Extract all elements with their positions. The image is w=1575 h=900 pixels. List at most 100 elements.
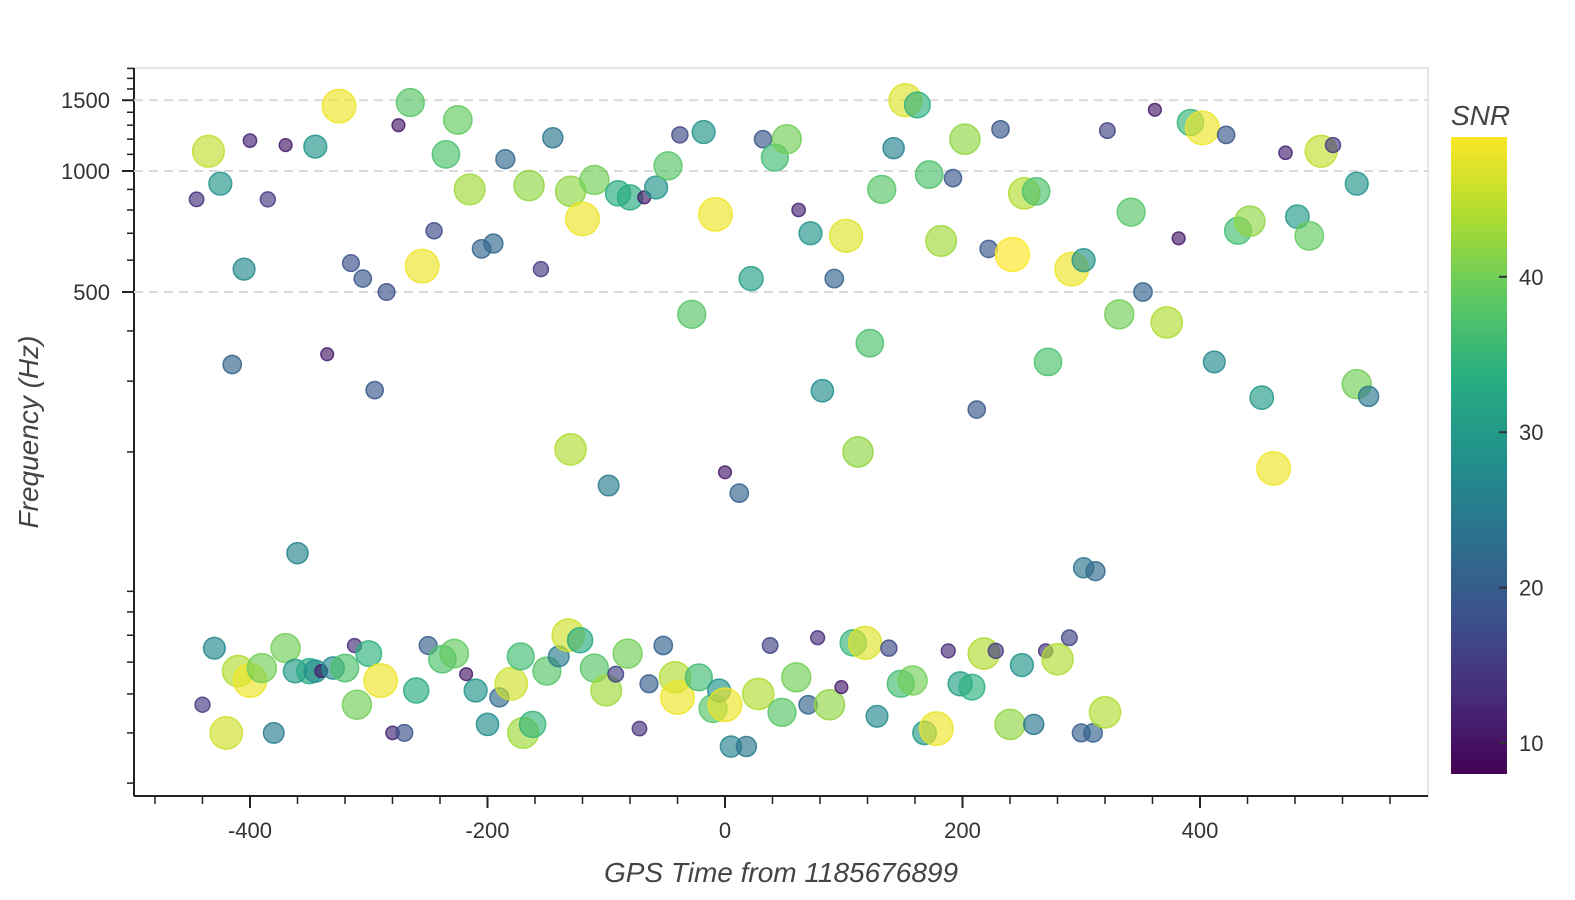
data-point bbox=[590, 674, 623, 707]
data-point bbox=[597, 474, 620, 497]
data-point bbox=[967, 400, 987, 419]
data-point bbox=[330, 653, 360, 683]
data-point bbox=[691, 119, 716, 145]
data-point bbox=[565, 201, 600, 237]
data-point bbox=[834, 680, 849, 695]
colorbar-tick-label: 40 bbox=[1519, 265, 1543, 290]
data-point bbox=[232, 257, 256, 281]
data-point bbox=[1171, 231, 1186, 246]
data-point bbox=[518, 710, 547, 739]
data-point bbox=[707, 687, 743, 723]
colorbar-ticks: 10 20 30 40 bbox=[1499, 265, 1543, 756]
data-point bbox=[188, 191, 205, 208]
data-point bbox=[918, 711, 954, 747]
data-point bbox=[191, 134, 226, 168]
data-points bbox=[188, 83, 1380, 758]
data-point bbox=[353, 269, 373, 288]
data-point bbox=[475, 712, 500, 737]
data-point bbox=[494, 666, 529, 701]
data-point bbox=[532, 260, 550, 278]
data-point bbox=[882, 136, 905, 160]
data-point bbox=[824, 268, 845, 289]
data-point bbox=[1023, 713, 1045, 736]
data-point bbox=[1021, 176, 1051, 206]
data-point bbox=[1060, 629, 1078, 647]
data-point bbox=[341, 689, 373, 720]
data-point bbox=[404, 248, 440, 284]
data-point bbox=[542, 126, 564, 149]
data-point bbox=[781, 662, 812, 693]
data-point bbox=[262, 721, 285, 744]
data-point bbox=[771, 123, 802, 155]
data-point bbox=[1133, 282, 1153, 302]
data-point bbox=[717, 465, 733, 480]
data-point bbox=[643, 175, 669, 200]
data-point bbox=[1278, 145, 1293, 161]
data-point bbox=[809, 630, 826, 646]
data-point bbox=[1088, 695, 1122, 729]
data-point bbox=[320, 347, 335, 362]
data-point bbox=[1150, 306, 1184, 339]
data-point bbox=[867, 174, 897, 205]
x-tick-label: -400 bbox=[228, 818, 272, 843]
data-point bbox=[321, 88, 357, 124]
data-point bbox=[506, 642, 535, 671]
data-point bbox=[1009, 652, 1035, 678]
data-point bbox=[194, 696, 211, 713]
data-point bbox=[897, 665, 928, 696]
data-point bbox=[278, 137, 293, 153]
plot-frame bbox=[133, 67, 1429, 797]
data-point bbox=[483, 233, 504, 254]
data-point bbox=[1033, 347, 1063, 377]
data-point bbox=[513, 169, 545, 202]
data-point bbox=[865, 704, 889, 728]
data-point bbox=[940, 643, 956, 659]
data-point bbox=[1294, 220, 1325, 251]
data-point bbox=[1147, 102, 1162, 117]
data-point bbox=[684, 663, 713, 692]
data-point bbox=[395, 723, 414, 742]
data-point bbox=[1085, 561, 1106, 582]
data-point bbox=[1202, 350, 1226, 374]
data-point bbox=[671, 126, 689, 144]
data-point bbox=[653, 151, 683, 181]
y-tick-label: 1500 bbox=[61, 88, 110, 113]
data-point bbox=[391, 118, 406, 133]
data-point bbox=[554, 433, 587, 466]
data-point bbox=[402, 677, 430, 704]
data-point bbox=[1098, 122, 1116, 140]
data-point bbox=[425, 222, 443, 240]
data-point bbox=[958, 673, 986, 701]
x-tick-label: 400 bbox=[1182, 818, 1219, 843]
colorbar-tick-label: 30 bbox=[1519, 420, 1543, 445]
data-point bbox=[395, 87, 425, 118]
colorbar-gradient bbox=[1451, 137, 1507, 774]
data-point bbox=[495, 149, 516, 170]
data-point bbox=[660, 680, 695, 715]
data-point bbox=[631, 720, 648, 737]
data-point bbox=[222, 354, 243, 375]
data-point bbox=[209, 715, 244, 750]
data-point bbox=[259, 191, 277, 208]
data-point bbox=[1071, 248, 1096, 273]
data-point bbox=[798, 221, 823, 246]
y-tick-label: 500 bbox=[73, 280, 110, 305]
data-point bbox=[365, 380, 385, 400]
data-point bbox=[698, 196, 733, 232]
y-tick-label: 1000 bbox=[61, 159, 110, 184]
data-point bbox=[453, 173, 486, 206]
data-point bbox=[566, 627, 594, 654]
data-point bbox=[1216, 125, 1236, 145]
data-point bbox=[1249, 385, 1275, 411]
data-point bbox=[741, 677, 775, 711]
data-point bbox=[208, 171, 233, 196]
data-point bbox=[377, 282, 396, 302]
data-point bbox=[842, 436, 874, 468]
data-point bbox=[925, 224, 958, 257]
data-point bbox=[1116, 197, 1146, 227]
x-axis-ticks: -400 -200 0 200 400 bbox=[154, 796, 1391, 843]
data-point bbox=[791, 202, 806, 218]
x-tick-label: 0 bbox=[719, 818, 731, 843]
x-tick-label: 200 bbox=[944, 818, 981, 843]
